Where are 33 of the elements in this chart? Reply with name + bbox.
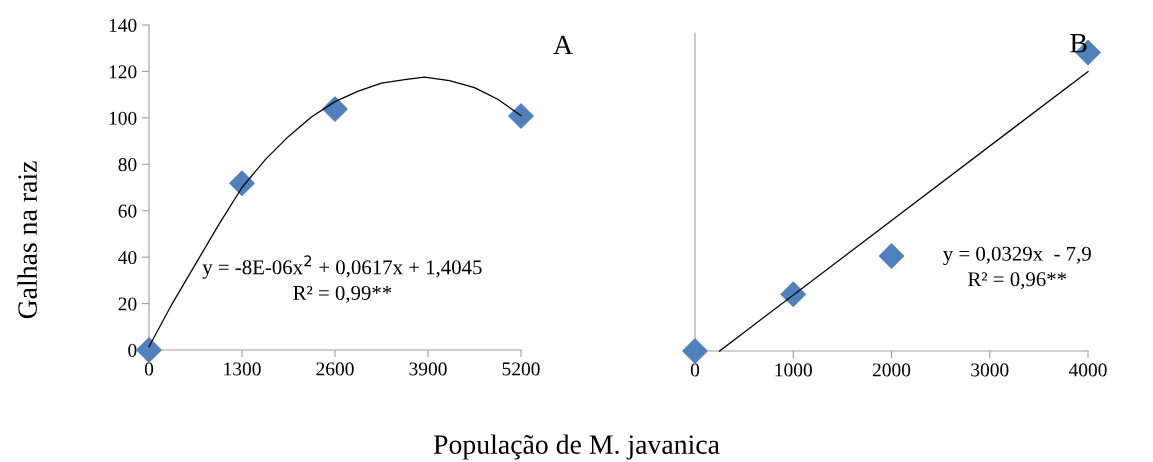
y-tick-label: 20 [118, 297, 137, 311]
point [136, 337, 162, 363]
x-tick-label: 4000 [1068, 363, 1107, 377]
y-tick-label: 100 [109, 111, 137, 125]
point [878, 243, 905, 269]
point [780, 281, 806, 307]
x-tick-label: 0 [144, 362, 154, 376]
x-tick-label: 3000 [971, 363, 1009, 377]
point [508, 103, 534, 129]
x-axis-title: População de M. javanica [433, 434, 720, 460]
annotation: y = -8E-06x$^{2}$ + 0,0617x + 1,4045 [202, 255, 482, 279]
chart-title: A [553, 35, 573, 55]
point [682, 338, 708, 364]
annotation: y = 0,0329x - 7,9 [943, 246, 1091, 266]
y-tick-label: 40 [118, 250, 137, 265]
y-tick-label: 140 [109, 18, 137, 32]
y-axis-title: Galhas na raiz [17, 161, 37, 319]
y-tick-label: 60 [118, 204, 137, 218]
y-tick-label: 120 [109, 65, 137, 79]
x-tick-label: 2600 [316, 362, 354, 376]
annotation: R² = 0,96** [968, 272, 1067, 290]
x-tick-label: 2000 [872, 363, 911, 377]
x-tick-label: 0 [690, 363, 700, 377]
point [322, 96, 348, 122]
annotation: R² = 0,99** [293, 285, 392, 303]
y-tick-label: 0 [128, 343, 137, 357]
y-tick-label: 80 [118, 158, 137, 172]
x-tick-label: 1300 [224, 362, 261, 376]
x-tick-label: 1000 [775, 363, 812, 377]
point [229, 170, 255, 197]
chart-title: B [1070, 34, 1087, 53]
x-tick-label: 5200 [502, 362, 540, 376]
x-tick-label: 3900 [409, 362, 447, 376]
